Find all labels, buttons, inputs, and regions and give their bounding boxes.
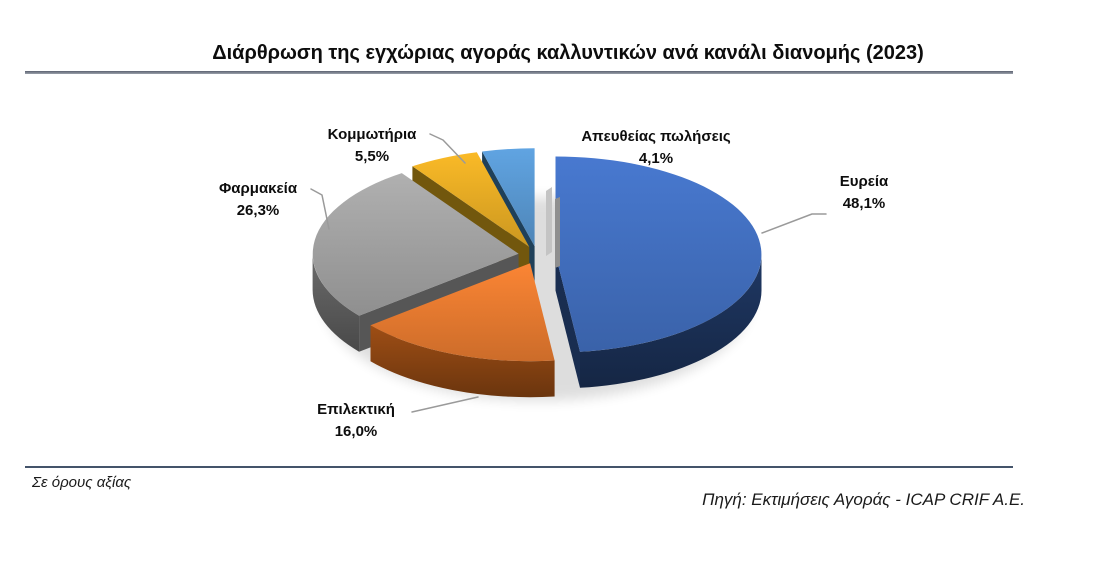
footnote: Σε όρους αξίας bbox=[32, 474, 132, 491]
slice-label-kommotiria: Κομμωτήρια 5,5% bbox=[328, 124, 417, 168]
pie-slice-3-top bbox=[312, 173, 519, 316]
leader-line-kommotiria bbox=[429, 133, 466, 164]
slice-label-value: 16,0% bbox=[334, 423, 378, 440]
slice-label-text: Απευθείας πωλήσεις bbox=[581, 128, 731, 145]
leader-lines bbox=[310, 133, 827, 413]
source-caption: Πηγή: Εκτιμήσεις Αγοράς - ICAP CRIF A.E. bbox=[702, 490, 1025, 509]
center-cut-sliver bbox=[555, 197, 560, 268]
pie-slice-wall bbox=[555, 254, 580, 388]
center-cut-sliver bbox=[546, 187, 552, 256]
slice-label-evreia: Ευρεία 48,1% bbox=[840, 171, 889, 215]
pie-slice-1-top bbox=[555, 156, 762, 352]
slice-label-text: Ευρεία bbox=[839, 173, 889, 190]
leader-line-evreia bbox=[761, 213, 827, 234]
slice-label-value: 4,1% bbox=[638, 150, 674, 167]
pie-slice-2-top bbox=[370, 263, 555, 362]
pie-slice-rim bbox=[580, 254, 762, 388]
slice-label-farmakeia: Φαρμακεία 26,3% bbox=[219, 178, 297, 222]
slice-label-text: Φαρμακεία bbox=[218, 180, 298, 197]
leader-line-epilektiki bbox=[411, 396, 479, 413]
slice-label-epilektiki: Επιλεκτική 16,0% bbox=[317, 399, 395, 443]
pie-slice-rim bbox=[312, 253, 360, 352]
title-underline bbox=[25, 71, 1013, 74]
chart-title: Διάρθρωση της εγχώριας αγοράς καλλυντικώ… bbox=[212, 42, 924, 64]
slice-label-value: 5,5% bbox=[354, 148, 390, 165]
pie-3d bbox=[312, 148, 762, 401]
slice-label-text: Κομμωτήρια bbox=[327, 126, 417, 143]
slice-label-value: 26,3% bbox=[236, 202, 280, 219]
slice-label-apeftheias: Απευθείας πωλήσεις 4,1% bbox=[581, 126, 730, 170]
footer-divider bbox=[25, 466, 1013, 468]
slice-label-text: Επιλεκτική bbox=[317, 401, 395, 418]
pie-slice-5-top bbox=[482, 148, 535, 247]
pie-slice-rim bbox=[370, 325, 555, 398]
leader-line-farmakeia bbox=[310, 188, 330, 230]
pie-slice-4-top bbox=[412, 152, 530, 247]
slice-label-value: 48,1% bbox=[842, 195, 886, 212]
